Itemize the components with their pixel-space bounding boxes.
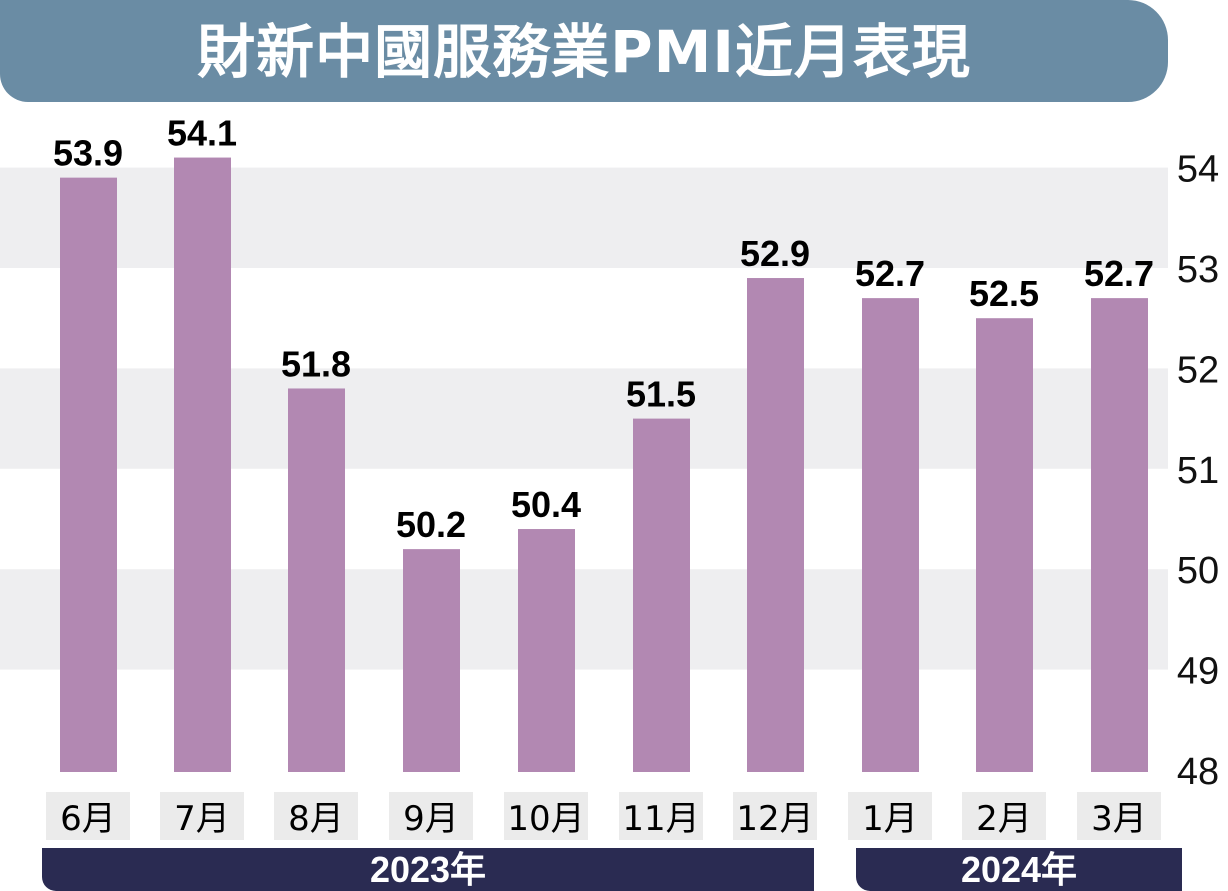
data-label: 54.1: [167, 113, 237, 154]
x-tick-label: 8月: [288, 799, 344, 839]
month-label-bg: [389, 792, 473, 840]
bar: [976, 318, 1033, 772]
x-tick-label: 9月: [403, 799, 459, 839]
data-label: 50.4: [511, 484, 581, 525]
y-tick-label: 54: [1177, 149, 1219, 191]
bar: [60, 177, 117, 772]
y-tick-label: 48: [1177, 751, 1219, 793]
x-tick-label: 6月: [60, 799, 116, 839]
year-label-2024: 2024年: [856, 848, 1182, 891]
data-label: 51.5: [626, 374, 696, 415]
year-label-2023: 2023年: [42, 848, 814, 891]
month-label-bg: [1077, 792, 1161, 840]
data-label: 52.9: [740, 233, 810, 274]
month-label-bg: [733, 792, 817, 840]
month-label-bg: [848, 792, 932, 840]
month-label-bg: [619, 792, 703, 840]
x-tick-label: 1月: [862, 799, 918, 839]
bar: [403, 549, 460, 772]
data-label: 52.7: [1084, 253, 1154, 294]
month-label-bg: [274, 792, 358, 840]
bar: [518, 529, 575, 772]
y-tick-label: 49: [1177, 651, 1219, 693]
x-tick-label: 10月: [507, 799, 584, 839]
bar: [288, 388, 345, 772]
month-label-bg: [46, 792, 130, 840]
chart-title: 財新中國服務業PMI近月表現: [197, 18, 971, 86]
x-tick-label: 7月: [174, 799, 230, 839]
bar: [747, 278, 804, 772]
x-tick-label: 11月: [622, 799, 699, 839]
data-label: 53.9: [53, 133, 123, 174]
y-tick-label: 50: [1177, 550, 1219, 592]
bar: [174, 157, 231, 772]
y-tick-label: 51: [1177, 450, 1219, 492]
x-tick-label: 12月: [736, 799, 813, 839]
title-banner: [0, 0, 1168, 102]
data-label: 50.2: [396, 504, 466, 545]
month-label-bg: [504, 792, 588, 840]
y-tick-label: 52: [1177, 349, 1219, 391]
data-label: 52.7: [855, 253, 925, 294]
bar: [633, 418, 690, 772]
y-tick-label: 53: [1177, 249, 1219, 291]
data-label: 52.5: [969, 273, 1039, 314]
x-tick-label: 3月: [1091, 799, 1147, 839]
data-label: 51.8: [281, 343, 351, 384]
x-tick-label: 2月: [976, 799, 1032, 839]
bar: [1091, 298, 1148, 772]
month-label-bg: [962, 792, 1046, 840]
month-label-bg: [160, 792, 244, 840]
bar: [862, 298, 919, 772]
